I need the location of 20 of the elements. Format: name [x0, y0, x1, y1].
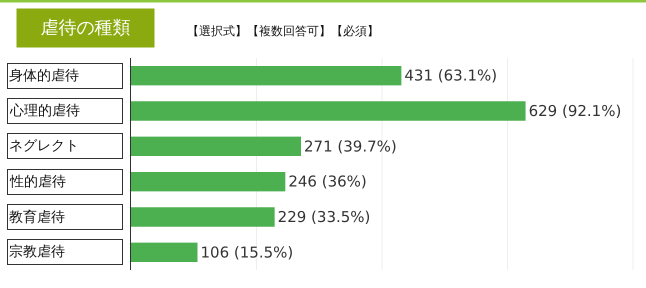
bar	[131, 242, 198, 262]
bar	[131, 101, 526, 121]
data-label: 106 (15.5%)	[200, 243, 294, 262]
data-label: 271 (39.7%)	[304, 137, 397, 156]
bar	[131, 136, 301, 156]
y-tick-label: 心理的虐待	[9, 103, 80, 119]
y-tick-label: ネグレクト	[9, 138, 79, 154]
data-label: 246 (36%)	[288, 172, 367, 191]
y-tick-label: 性的虐待	[9, 174, 66, 190]
bar	[131, 207, 275, 227]
bar	[131, 66, 402, 86]
chart-subtitle: 【選択式】【複数回答可】【必須】	[187, 24, 379, 38]
y-tick-label: 教育虐待	[9, 208, 65, 226]
data-label: 229 (33.5%)	[278, 208, 370, 226]
chart-title: 虐待の種類	[40, 18, 130, 38]
y-tick-label: 身体的虐待	[9, 68, 79, 84]
data-label: 629 (92.1%)	[528, 102, 622, 120]
data-label: 431 (63.1%)	[404, 66, 498, 85]
bar	[131, 172, 286, 192]
y-tick-label: 宗教虐待	[9, 244, 65, 260]
